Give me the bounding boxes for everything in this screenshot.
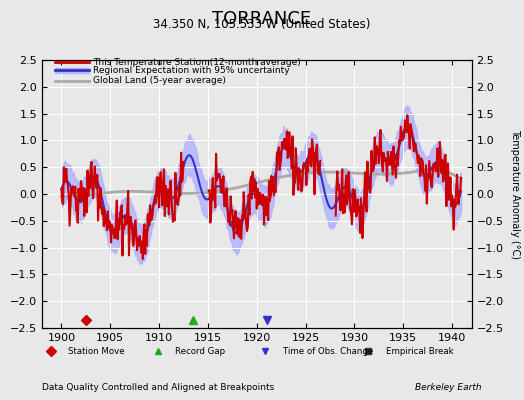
Text: Time of Obs. Change: Time of Obs. Change: [282, 346, 373, 356]
Text: This Temperature Station (12-month average): This Temperature Station (12-month avera…: [93, 58, 301, 67]
Text: Data Quality Controlled and Aligned at Breakpoints: Data Quality Controlled and Aligned at B…: [42, 383, 274, 392]
Text: Empirical Break: Empirical Break: [386, 346, 453, 356]
Text: Record Gap: Record Gap: [175, 346, 225, 356]
Text: Berkeley Earth: Berkeley Earth: [416, 383, 482, 392]
Text: Regional Expectation with 95% uncertainty: Regional Expectation with 95% uncertaint…: [93, 66, 290, 75]
Text: Global Land (5-year average): Global Land (5-year average): [93, 76, 226, 86]
Y-axis label: Temperature Anomaly (°C): Temperature Anomaly (°C): [510, 129, 520, 259]
Text: TORRANCE: TORRANCE: [212, 10, 312, 28]
Text: 34.350 N, 105.533 W (United States): 34.350 N, 105.533 W (United States): [154, 18, 370, 31]
Text: Station Move: Station Move: [68, 346, 124, 356]
